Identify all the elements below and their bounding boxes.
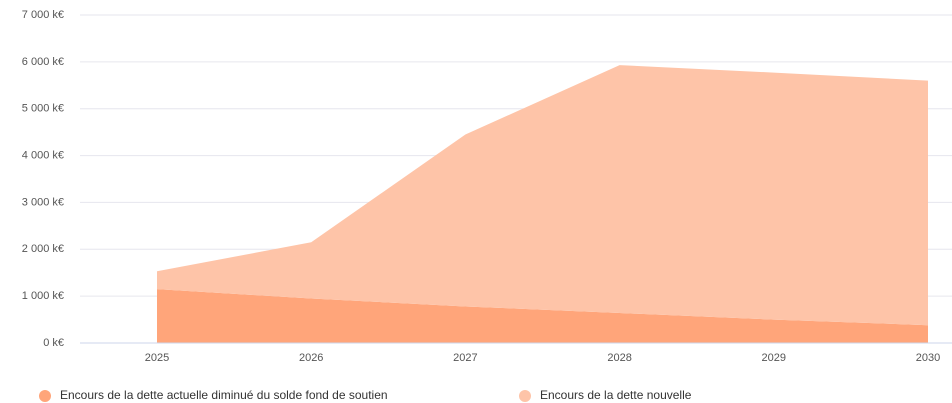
legend-marker xyxy=(39,390,51,402)
x-tick-label: 2026 xyxy=(299,352,323,364)
area xyxy=(157,65,928,326)
legend-label: Encours de la dette actuelle diminué du … xyxy=(60,388,388,402)
x-tick-label: 2028 xyxy=(607,352,631,364)
y-tick-label: 7 000 k€ xyxy=(22,9,64,21)
y-tick-label: 0 k€ xyxy=(43,337,64,349)
y-tick-label: 5 000 k€ xyxy=(22,103,64,115)
y-tick-label: 3 000 k€ xyxy=(22,196,64,208)
y-tick-label: 4 000 k€ xyxy=(22,149,64,161)
x-tick-label: 2030 xyxy=(916,352,940,364)
y-tick-label: 2 000 k€ xyxy=(22,243,64,255)
y-tick-label: 1 000 k€ xyxy=(22,290,64,302)
legend-label: Encours de la dette nouvelle xyxy=(540,388,692,402)
x-tick-label: 2025 xyxy=(145,352,169,364)
area xyxy=(157,289,928,343)
legend-marker xyxy=(519,390,531,402)
x-tick-label: 2027 xyxy=(453,352,477,364)
x-tick-label: 2029 xyxy=(762,352,786,364)
y-tick-label: 6 000 k€ xyxy=(22,56,64,68)
